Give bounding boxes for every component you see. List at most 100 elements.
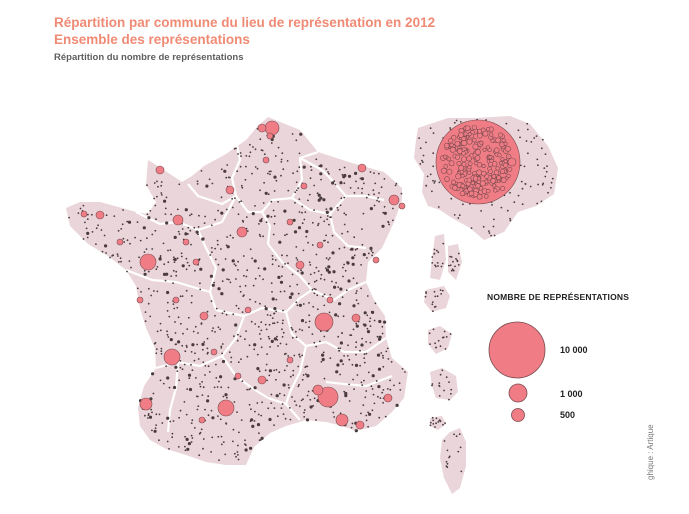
paris-commune-circle (460, 156, 467, 163)
commune-dot (371, 254, 373, 257)
commune-dot (211, 436, 214, 439)
commune-dot (224, 393, 228, 397)
commune-dot (271, 263, 274, 266)
commune-dot (431, 383, 434, 385)
commune-dot (307, 390, 310, 393)
commune-dot (200, 323, 203, 325)
commune-dot (216, 386, 219, 388)
commune-dot (321, 353, 325, 357)
commune-dot (177, 230, 180, 233)
commune-dot (160, 194, 163, 196)
commune-dot (368, 320, 371, 323)
commune-dot (151, 248, 154, 250)
commune-dot (382, 365, 385, 368)
commune-dot (431, 256, 434, 258)
commune-dot (109, 256, 111, 259)
city-circle (236, 226, 248, 238)
commune-dot (353, 236, 356, 239)
commune-dot (313, 184, 316, 187)
commune-dot (323, 293, 326, 296)
commune-dot (214, 218, 217, 221)
commune-dot (377, 172, 380, 175)
commune-dot (186, 346, 188, 348)
paris-commune-circle (492, 183, 497, 188)
commune-dot (366, 295, 369, 297)
commune-dot (294, 191, 297, 194)
city-circle (335, 413, 349, 427)
commune-dot (369, 317, 372, 320)
commune-dot (302, 249, 305, 252)
commune-dot (367, 425, 369, 428)
commune-dot (313, 288, 316, 290)
commune-dot (229, 281, 232, 284)
commune-dot (450, 269, 453, 272)
commune-dot (369, 341, 372, 344)
commune-dot (263, 267, 267, 271)
city-circle (357, 163, 367, 173)
commune-dot (294, 201, 296, 204)
commune-dot (529, 185, 532, 188)
commune-dot (283, 369, 286, 372)
commune-dot (340, 197, 343, 200)
commune-dot (220, 211, 224, 215)
commune-dot (165, 365, 168, 367)
city-circle (116, 238, 124, 246)
commune-dot (179, 295, 182, 298)
commune-dot (245, 275, 248, 278)
city-circle (383, 393, 393, 403)
city-circle (198, 416, 206, 424)
paris-commune-circle (458, 132, 464, 138)
commune-dot (339, 412, 342, 415)
commune-dot (134, 236, 137, 239)
commune-dot (251, 257, 254, 260)
commune-dot (333, 416, 336, 418)
commune-dot (283, 394, 286, 397)
commune-dot (149, 315, 152, 318)
commune-dot (148, 415, 153, 419)
commune-dot (202, 237, 205, 240)
commune-dot (445, 336, 448, 338)
commune-dot (230, 361, 233, 363)
paris-commune-circle (476, 132, 483, 139)
commune-dot (254, 166, 257, 168)
commune-dot (197, 405, 200, 407)
commune-dot (382, 357, 384, 359)
commune-dot (147, 413, 150, 415)
commune-dot (240, 200, 243, 203)
commune-dot (147, 302, 150, 305)
commune-dot (291, 329, 294, 331)
commune-dot (263, 181, 265, 184)
commune-dot (450, 197, 453, 200)
commune-dot (433, 290, 436, 293)
commune-dot (190, 243, 192, 246)
commune-dot (367, 193, 370, 196)
commune-dot (285, 343, 288, 346)
commune-dot (236, 333, 239, 336)
commune-dot (222, 395, 225, 398)
commune-dot (343, 355, 345, 357)
paris-commune-circle (488, 155, 493, 160)
city-circle (225, 185, 235, 195)
commune-dot (315, 345, 318, 348)
commune-dot (320, 178, 322, 181)
commune-dot (313, 292, 316, 295)
paris-commune-circle (499, 168, 506, 174)
commune-dot (126, 239, 129, 242)
commune-dot (221, 268, 225, 272)
commune-dot (323, 377, 326, 380)
commune-dot (268, 323, 271, 326)
commune-dot (202, 386, 205, 389)
commune-dot (270, 339, 274, 343)
paris-commune-circle (448, 138, 454, 144)
city-circle (295, 260, 305, 270)
commune-dot (422, 154, 425, 157)
commune-dot (315, 158, 318, 161)
commune-dot (235, 278, 237, 280)
commune-dot (217, 263, 220, 266)
commune-dot (373, 402, 376, 405)
commune-dot (242, 295, 245, 297)
commune-dot (323, 220, 326, 223)
commune-dot (297, 226, 302, 230)
commune-dot (351, 422, 354, 425)
commune-dot (300, 271, 304, 275)
